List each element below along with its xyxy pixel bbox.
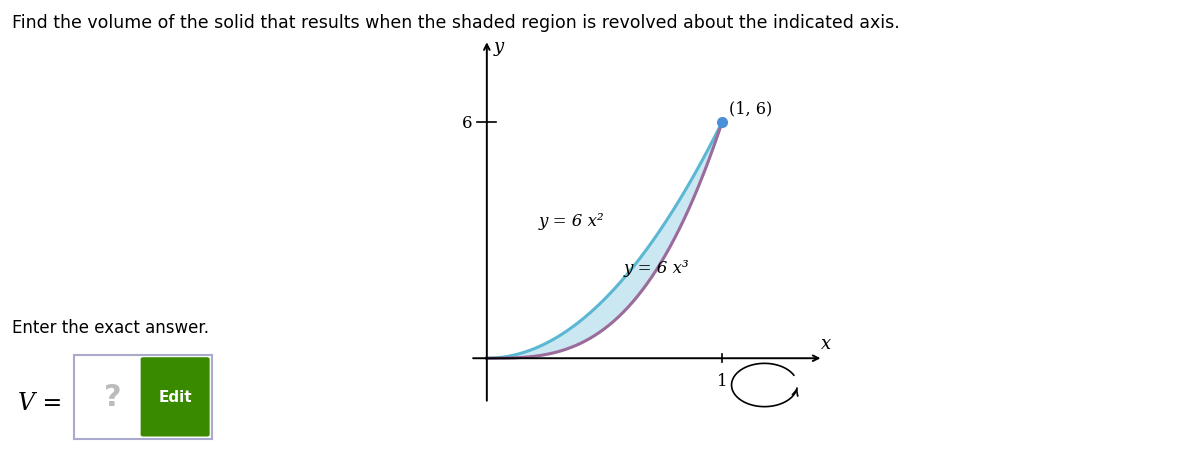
FancyBboxPatch shape [140,358,210,436]
Text: V =: V = [18,391,62,414]
Text: (1, 6): (1, 6) [730,100,773,117]
Text: y: y [494,38,504,56]
Text: Find the volume of the solid that results when the shaded region is revolved abo: Find the volume of the solid that result… [12,14,900,31]
Text: ?: ? [104,383,122,411]
Text: Enter the exact answer.: Enter the exact answer. [12,318,209,336]
Text: 6: 6 [462,114,473,131]
Text: x: x [821,334,830,353]
Text: 1: 1 [716,372,727,389]
Text: Edit: Edit [158,389,192,404]
Text: y = 6 x³: y = 6 x³ [623,260,689,277]
Text: y = 6 x²: y = 6 x² [539,212,605,229]
